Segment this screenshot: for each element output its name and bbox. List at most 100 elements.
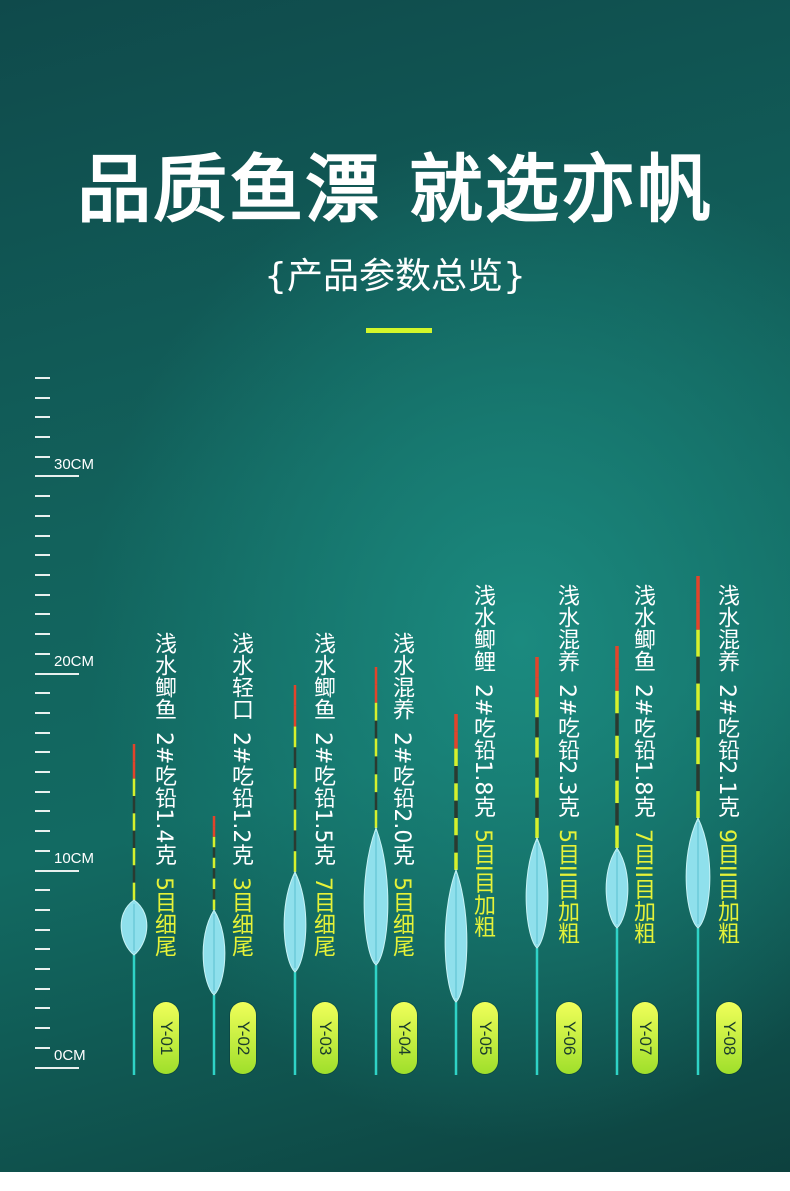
bottom-border [0, 1172, 790, 1191]
page-subtitle: {产品参数总览} [264, 256, 526, 297]
float-spec: 2#吃铅1.8克 [470, 684, 495, 818]
float-spec: 2#吃铅1.2克 [228, 732, 253, 866]
float-tail: 7目II目加粗 [630, 829, 655, 945]
float-code-badge-y02: Y-02 [230, 1002, 256, 1074]
ruler-tick [35, 594, 50, 596]
ruler-tick [35, 692, 50, 694]
float-name: 浅水鲫鱼 [310, 632, 335, 720]
ruler-tick [35, 889, 50, 891]
ruler-tick [35, 850, 50, 852]
ruler-tick [35, 673, 79, 675]
float-label-y02: 浅水轻口 2#吃铅1.2克 3目细尾 [228, 632, 259, 958]
ruler-tick [35, 397, 50, 399]
ruler-tick [35, 988, 50, 990]
float-tail: 3目细尾 [228, 877, 253, 958]
accent-divider [366, 328, 432, 333]
float-tail: 9目II目加粗 [714, 829, 739, 945]
float-tail: 5目细尾 [389, 877, 414, 958]
ruler-tick [35, 574, 50, 576]
float-y05 [444, 714, 468, 1075]
float-code-badge-y07: Y-07 [632, 1002, 658, 1074]
float-label-y06: 浅水混养 2#吃铅2.3克 5目II目加粗 [554, 584, 585, 944]
float-code-badge-y06: Y-06 [556, 1002, 582, 1074]
ruler-tick [35, 475, 79, 477]
float-name: 浅水鲫鱼 [630, 584, 655, 672]
float-code-badge-y04: Y-04 [391, 1002, 417, 1074]
ruler-tick [35, 771, 50, 773]
ruler-tick [35, 436, 50, 438]
float-tail: 5目细尾 [151, 877, 176, 958]
ruler-tick [35, 653, 50, 655]
ruler-tick [35, 751, 50, 753]
float-spec: 2#吃铅2.0克 [389, 732, 414, 866]
float-label-y04: 浅水混养 2#吃铅2.0克 5目细尾 [389, 632, 420, 958]
ruler-tick [35, 613, 50, 615]
ruler-tick [35, 495, 50, 497]
float-label-y01: 浅水鲫鱼 2#吃铅1.4克 5目细尾 [151, 632, 182, 958]
ruler-label-20cm: 20CM [54, 653, 95, 670]
ruler-tick [35, 554, 50, 556]
ruler-tick [35, 830, 50, 832]
ruler-tick [35, 929, 50, 931]
float-name: 浅水混养 [714, 584, 739, 672]
ruler-tick [35, 909, 50, 911]
ruler-tick [35, 791, 50, 793]
ruler-tick [35, 416, 50, 418]
float-label-y08: 浅水混养 2#吃铅2.1克 9目II目加粗 [714, 584, 745, 945]
float-tail: 5目I目加粗 [470, 829, 495, 938]
ruler-tick [35, 633, 50, 635]
ruler-tick [35, 1067, 79, 1069]
ruler-tick [35, 515, 50, 517]
ruler-tick [35, 810, 50, 812]
float-code: Y-06 [560, 1020, 579, 1056]
ruler-tick [35, 712, 50, 714]
ruler-tick [35, 1007, 50, 1009]
float-spec: 2#吃铅1.8克 [630, 684, 655, 818]
float-code-badge-y08: Y-08 [716, 1002, 742, 1074]
ruler-tick [35, 870, 79, 872]
ruler-tick [35, 1027, 50, 1029]
ruler-tick [35, 1047, 50, 1049]
ruler-tick [35, 732, 50, 734]
float-tail: 7目细尾 [310, 877, 335, 958]
ruler-tick [35, 377, 50, 379]
float-code-badge-y05: Y-05 [472, 1002, 498, 1074]
float-label-y07: 浅水鲫鱼 2#吃铅1.8克 7目II目加粗 [630, 584, 661, 945]
float-y07 [605, 646, 629, 1075]
page-title: 品质鱼漂 就选亦帆 [77, 147, 713, 233]
ruler-label-10cm: 10CM [54, 850, 95, 867]
float-code: Y-08 [720, 1020, 739, 1056]
ruler-label-0cm: 0CM [54, 1047, 86, 1064]
float-code: Y-01 [157, 1020, 176, 1056]
float-code: Y-03 [316, 1020, 335, 1056]
float-code: Y-05 [476, 1020, 495, 1056]
float-name: 浅水鲫鱼 [151, 632, 176, 720]
ruler-tick [35, 968, 50, 970]
float-code-badge-y03: Y-03 [312, 1002, 338, 1074]
ruler-tick [35, 535, 50, 537]
float-code-badge-y01: Y-01 [153, 1002, 179, 1074]
length-ruler: 30CM 20CM 10CM 0CM [0, 0, 110, 1191]
ruler-tick [35, 948, 50, 950]
float-spec: 2#吃铅2.3克 [554, 684, 579, 818]
float-code: Y-02 [234, 1020, 253, 1056]
ruler-label-30cm: 30CM [54, 456, 95, 473]
float-y04 [363, 667, 389, 1075]
float-name: 浅水鲫鲤 [470, 584, 495, 672]
float-label-y03: 浅水鲫鱼 2#吃铅1.5克 7目细尾 [310, 632, 341, 958]
float-y08 [685, 576, 711, 1075]
float-y06 [525, 657, 549, 1075]
float-y01 [120, 744, 148, 1075]
float-spec: 2#吃铅1.4克 [151, 732, 176, 866]
ruler-tick [35, 456, 50, 458]
float-spec: 2#吃铅2.1克 [714, 684, 739, 818]
float-spec: 2#吃铅1.5克 [310, 732, 335, 866]
float-name: 浅水轻口 [228, 632, 253, 720]
float-code: Y-07 [636, 1020, 655, 1056]
float-code: Y-04 [395, 1020, 414, 1056]
float-name: 浅水混养 [389, 632, 414, 720]
float-label-y05: 浅水鲫鲤 2#吃铅1.8克 5目I目加粗 [470, 584, 501, 938]
float-name: 浅水混养 [554, 584, 579, 672]
